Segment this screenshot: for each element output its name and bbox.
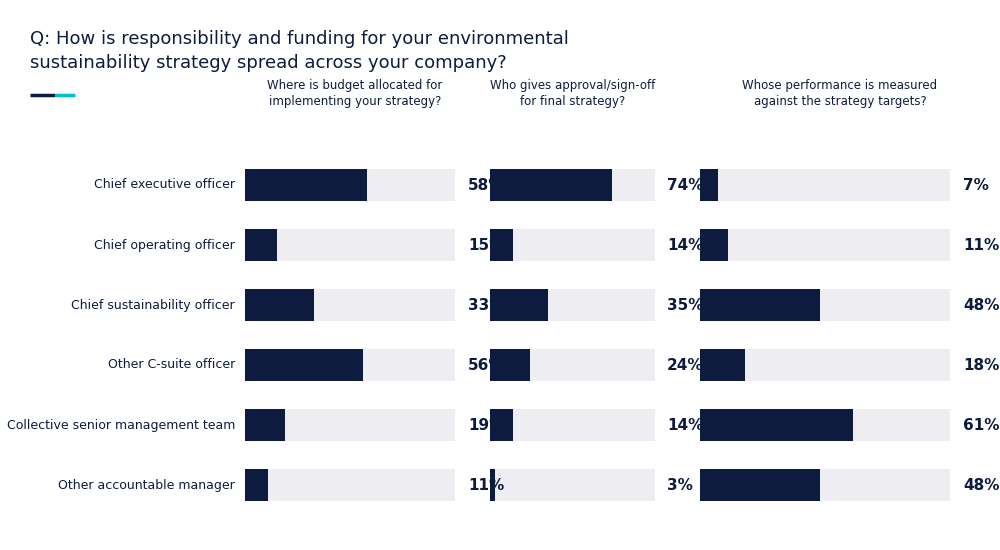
Text: 11%: 11% xyxy=(468,477,504,492)
Bar xyxy=(490,289,655,321)
Text: Chief operating officer: Chief operating officer xyxy=(94,239,235,251)
Bar xyxy=(245,349,363,381)
Bar xyxy=(490,169,655,201)
Bar xyxy=(245,289,455,321)
Text: 74%: 74% xyxy=(667,178,704,192)
Bar xyxy=(245,169,455,201)
Text: 24%: 24% xyxy=(667,358,704,372)
Bar xyxy=(245,409,455,441)
Text: Where is budget allocated for
implementing your strategy?: Where is budget allocated for implementi… xyxy=(267,79,443,108)
Bar xyxy=(245,289,314,321)
Text: 15%: 15% xyxy=(468,238,504,252)
Bar xyxy=(490,229,655,261)
Bar xyxy=(490,169,612,201)
Text: 14%: 14% xyxy=(667,238,703,252)
Bar xyxy=(700,349,745,381)
Text: Chief sustainability officer: Chief sustainability officer xyxy=(71,299,235,311)
Bar xyxy=(490,409,655,441)
Bar xyxy=(700,349,950,381)
Bar xyxy=(490,469,655,500)
Text: 61%: 61% xyxy=(963,417,1000,432)
Bar xyxy=(490,409,513,441)
Bar xyxy=(700,229,728,261)
Text: 35%: 35% xyxy=(667,298,704,312)
Text: Whose performance is measured
against the strategy targets?: Whose performance is measured against th… xyxy=(742,79,938,108)
Bar xyxy=(700,469,950,500)
Bar xyxy=(700,229,950,261)
Bar xyxy=(490,289,548,321)
Bar xyxy=(490,469,495,500)
Text: Collective senior management team: Collective senior management team xyxy=(7,419,235,432)
Text: 18%: 18% xyxy=(963,358,999,372)
Bar xyxy=(245,229,455,261)
Text: 7%: 7% xyxy=(963,178,989,192)
Bar xyxy=(700,409,852,441)
Text: 58%: 58% xyxy=(468,178,505,192)
Bar xyxy=(700,169,950,201)
Bar xyxy=(700,289,820,321)
Text: 56%: 56% xyxy=(468,358,505,372)
Bar xyxy=(700,469,820,500)
Bar xyxy=(490,349,530,381)
Bar xyxy=(490,229,513,261)
Text: 19%: 19% xyxy=(468,417,504,432)
Text: 14%: 14% xyxy=(667,417,703,432)
Text: 3%: 3% xyxy=(667,477,693,492)
Text: 48%: 48% xyxy=(963,298,1000,312)
Text: Who gives approval/sign-off
for final strategy?: Who gives approval/sign-off for final st… xyxy=(490,79,656,108)
Text: Other C-suite officer: Other C-suite officer xyxy=(108,359,235,371)
Bar xyxy=(245,469,268,500)
Text: Q: How is responsibility and funding for your environmental
sustainability strat: Q: How is responsibility and funding for… xyxy=(30,30,569,72)
Text: Chief executive officer: Chief executive officer xyxy=(94,179,235,191)
Bar xyxy=(490,349,655,381)
Text: 11%: 11% xyxy=(963,238,999,252)
Bar xyxy=(700,409,950,441)
Bar xyxy=(245,409,285,441)
Text: 48%: 48% xyxy=(963,477,1000,492)
Bar xyxy=(245,349,455,381)
Bar xyxy=(700,289,950,321)
Bar xyxy=(700,169,718,201)
Bar xyxy=(245,469,455,500)
Text: 33%: 33% xyxy=(468,298,505,312)
Bar xyxy=(245,229,276,261)
Bar xyxy=(245,169,367,201)
Text: Other accountable manager: Other accountable manager xyxy=(58,478,235,492)
